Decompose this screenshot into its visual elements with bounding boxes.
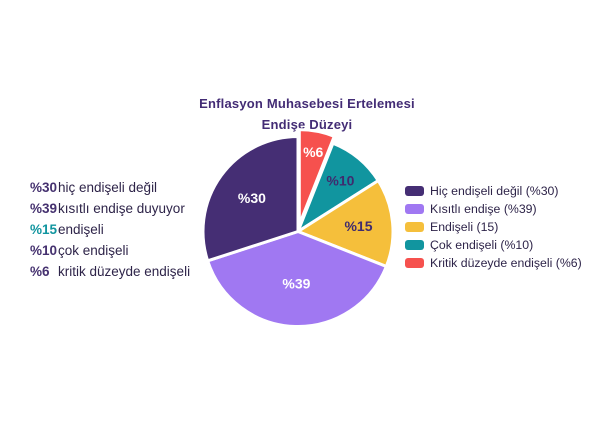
legend-label: Kritik düzeyde endişeli (%6) (430, 256, 582, 270)
pie-chart-container: %6 %10 %15 %39 %30 (192, 125, 404, 337)
pie-slice-pct30 (201, 135, 300, 263)
chart-title: Enflasyon Muhasebesi Ertelemesi Endişe D… (107, 93, 507, 135)
legend-swatch (405, 222, 424, 232)
pie-slice-label: %6 (303, 144, 323, 160)
legend: Hiç endişeli değil (%30) Kısıtlı endişe (… (405, 182, 582, 272)
pie-slice-pct39 (206, 230, 388, 328)
legend-swatch (405, 240, 424, 250)
pie-slice-label: %30 (238, 190, 266, 206)
legend-swatch (405, 258, 424, 268)
percentage-list-item: %15 endişeli (30, 219, 190, 240)
legend-item: Kısıtlı endişe (%39) (405, 200, 582, 218)
legend-label: Kısıtlı endişe (%39) (430, 202, 537, 216)
legend-label: Endişeli (15) (430, 220, 499, 234)
percentage-value: %39 (30, 201, 58, 216)
legend-swatch (405, 186, 424, 196)
chart-title-line1: Enflasyon Muhasebesi Ertelemesi (199, 96, 415, 111)
percentage-description: çok endişeli (58, 243, 129, 258)
percentage-value: %15 (30, 222, 58, 237)
pie-slice-label: %15 (344, 218, 372, 234)
pie-slice-label: %39 (282, 276, 310, 292)
pie-slice-label: %10 (326, 172, 354, 188)
percentage-description: endişeli (58, 222, 104, 237)
legend-item: Hiç endişeli değil (%30) (405, 182, 582, 200)
percentage-description: kısıtlı endişe duyuyor (58, 201, 185, 216)
percentage-list-item: %30 hiç endişeli değil (30, 177, 190, 198)
legend-label: Çok endişeli (%10) (430, 238, 534, 252)
pie-slice-pct15 (296, 179, 395, 268)
percentage-description: kritik düzeyde endişeli (58, 264, 191, 279)
legend-item: Çok endişeli (%10) (405, 236, 582, 254)
percentage-value: %6 (30, 264, 50, 279)
legend-item: Kritik düzeyde endişeli (%6) (405, 254, 582, 272)
pie-chart: %6%10 %15 %39 %30 (201, 128, 395, 328)
chart-title-line2: Endişe Düzeyi (261, 117, 353, 132)
percentage-list-item: %39 kısıtlı endişe duyuyor (30, 198, 190, 219)
percentage-value: %10 (30, 243, 58, 258)
legend-swatch (405, 204, 424, 214)
percentage-description: hiç endişeli değil (58, 180, 158, 195)
percentage-list-item: %6 kritik düzeyde endişeli (30, 261, 190, 282)
percentage-list: %30 hiç endişeli değil %39 kısıtlı endişe d… (30, 177, 190, 282)
percentage-value: %30 (30, 180, 58, 195)
legend-item: Endişeli (15) (405, 218, 582, 236)
percentage-list-item: %10 çok endişeli (30, 240, 190, 261)
legend-label: Hiç endişeli değil (%30) (430, 184, 559, 198)
pie-slice-pct6 (297, 128, 336, 227)
